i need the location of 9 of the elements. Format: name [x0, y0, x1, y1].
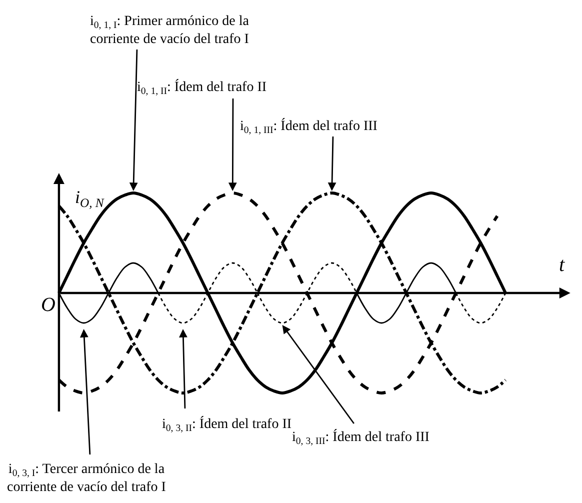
x-axis-title: t — [559, 254, 565, 276]
text: i$_{0, 1, II}$: Ídem del trafo II — [137, 78, 267, 97]
text: i$_{0, 1, I}$: Primer armónico de la corriente de vacío del trafo I — [90, 14, 250, 48]
text: i$_{0, 3, II}$: Ídem del trafo II — [162, 415, 292, 434]
text: i$_{0, 3, III}$: Ídem del trafo III — [292, 428, 430, 447]
annotation: O — [41, 294, 56, 316]
y-axis-title: i$_{O, N}$ — [75, 187, 104, 210]
text: i$_{0, 1, III}$: Ídem del trafo III — [240, 117, 378, 136]
text: i$_{0, 3, I}$: Tercer armónico de la corriente de vacío del trafo I — [7, 462, 166, 496]
